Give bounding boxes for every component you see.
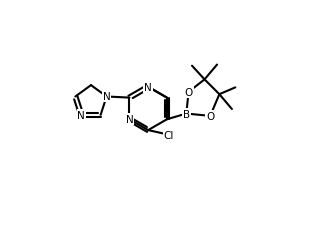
Text: B: B	[183, 109, 190, 119]
Text: O: O	[184, 88, 193, 97]
Text: Cl: Cl	[163, 130, 174, 140]
Text: N: N	[103, 92, 110, 102]
Text: O: O	[206, 111, 214, 121]
Text: N: N	[126, 115, 133, 125]
Text: N: N	[78, 110, 85, 120]
Text: N: N	[144, 82, 152, 92]
